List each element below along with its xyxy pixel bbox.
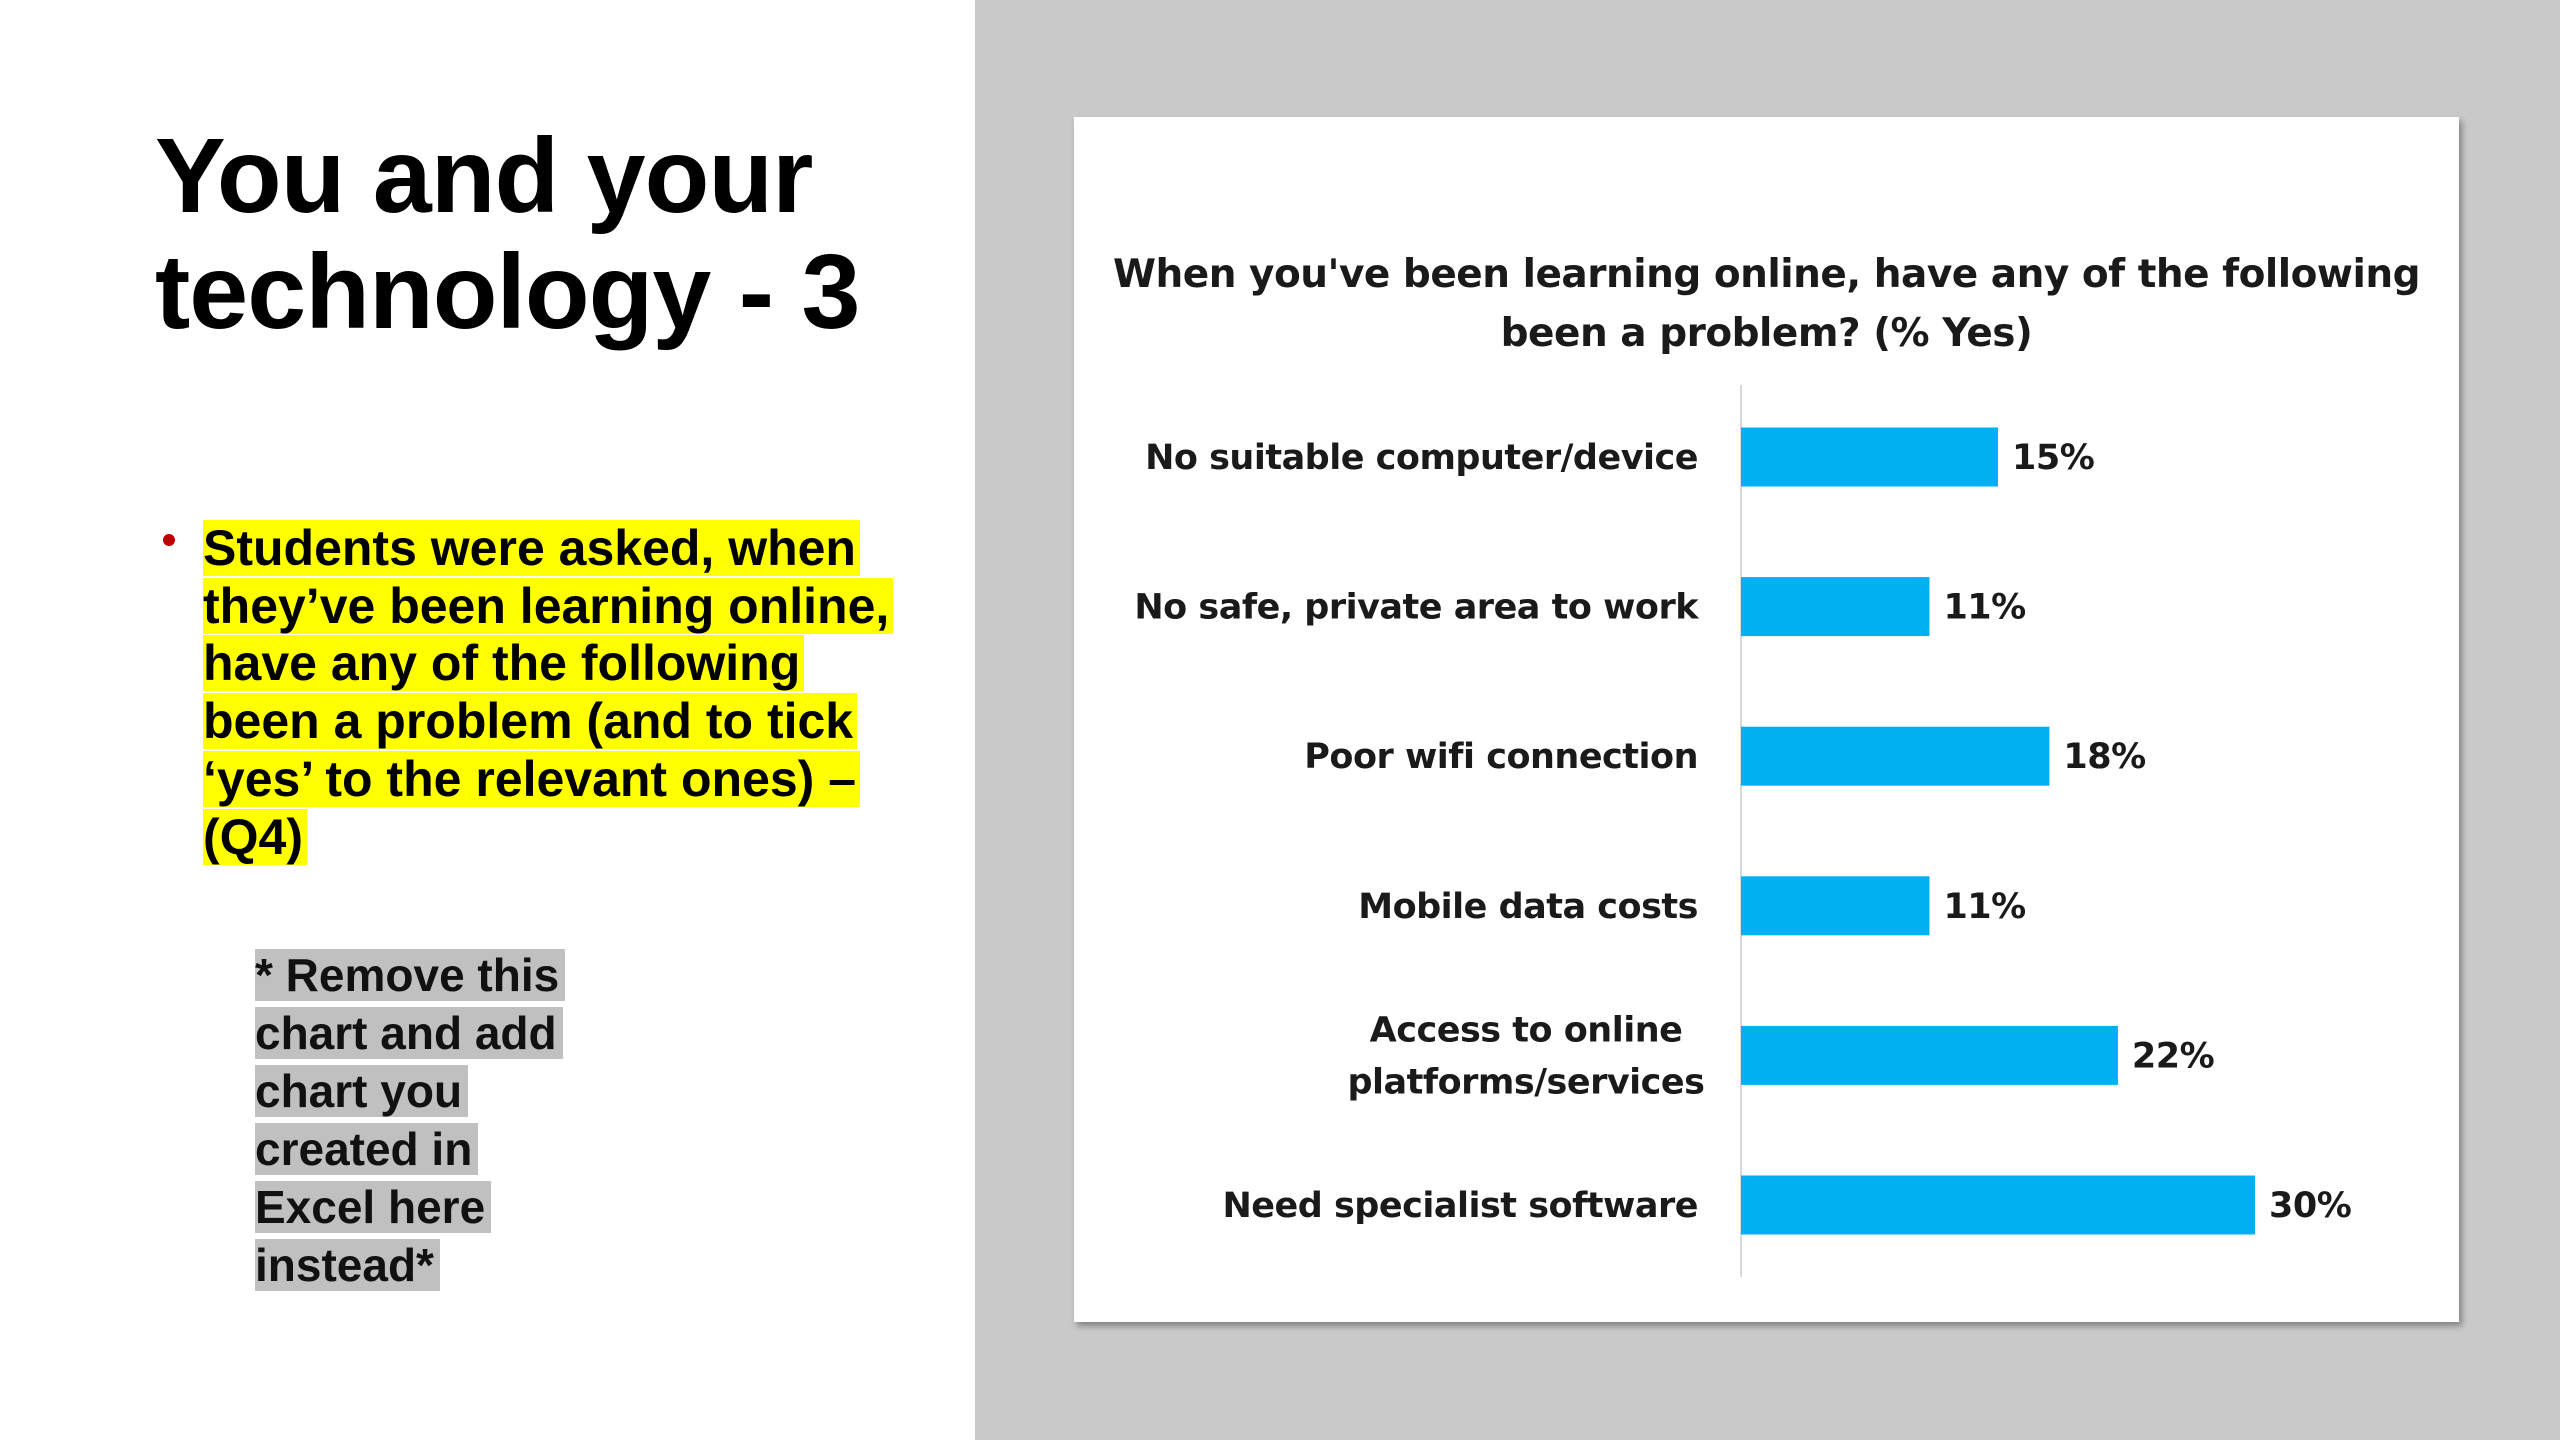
- bar-5: [1741, 1175, 2255, 1235]
- bar-chart: 15% No suitable computer/device 11% No safe…: [1134, 385, 2352, 1277]
- bar-2: [1741, 726, 2050, 786]
- value-label-2: 18%: [2063, 737, 2145, 777]
- chart-title: When you've been learning online, have a…: [1112, 252, 2421, 356]
- bar-3: [1741, 876, 1930, 936]
- instruction-note: * Remove this chart and add chart you cr…: [255, 949, 566, 1291]
- category-label-2: Poor wifi connection: [1304, 737, 1698, 777]
- bar-1: [1741, 577, 1930, 637]
- category-label-5: Need specialist software: [1222, 1186, 1698, 1226]
- category-label-0: No suitable computer/device: [1145, 438, 1698, 478]
- chart-card[interactable]: When you've been learning online, have a…: [1074, 117, 2459, 1322]
- bar-0: [1741, 427, 1998, 487]
- bar-4: [1741, 1025, 2118, 1085]
- value-label-5: 30%: [2269, 1186, 2351, 1226]
- bullet-icon: [163, 534, 175, 546]
- value-label-3: 11%: [1943, 887, 2025, 927]
- left-panel: You and your technology - 3 Students wer…: [0, 0, 975, 1440]
- value-label-0: 15%: [2012, 438, 2094, 478]
- category-label-1: No safe, private area to work: [1134, 588, 1699, 628]
- category-label-3: Mobile data costs: [1358, 887, 1698, 927]
- value-label-1: 11%: [1943, 588, 2025, 628]
- category-label-4: platforms/services: [1348, 1062, 1705, 1102]
- value-label-4: 22%: [2132, 1036, 2214, 1076]
- category-label-4: Access to online: [1370, 1010, 1683, 1050]
- bullet-text: Students were asked, when they’ve been l…: [203, 520, 894, 865]
- slide-title: You and your technology - 3: [155, 117, 861, 351]
